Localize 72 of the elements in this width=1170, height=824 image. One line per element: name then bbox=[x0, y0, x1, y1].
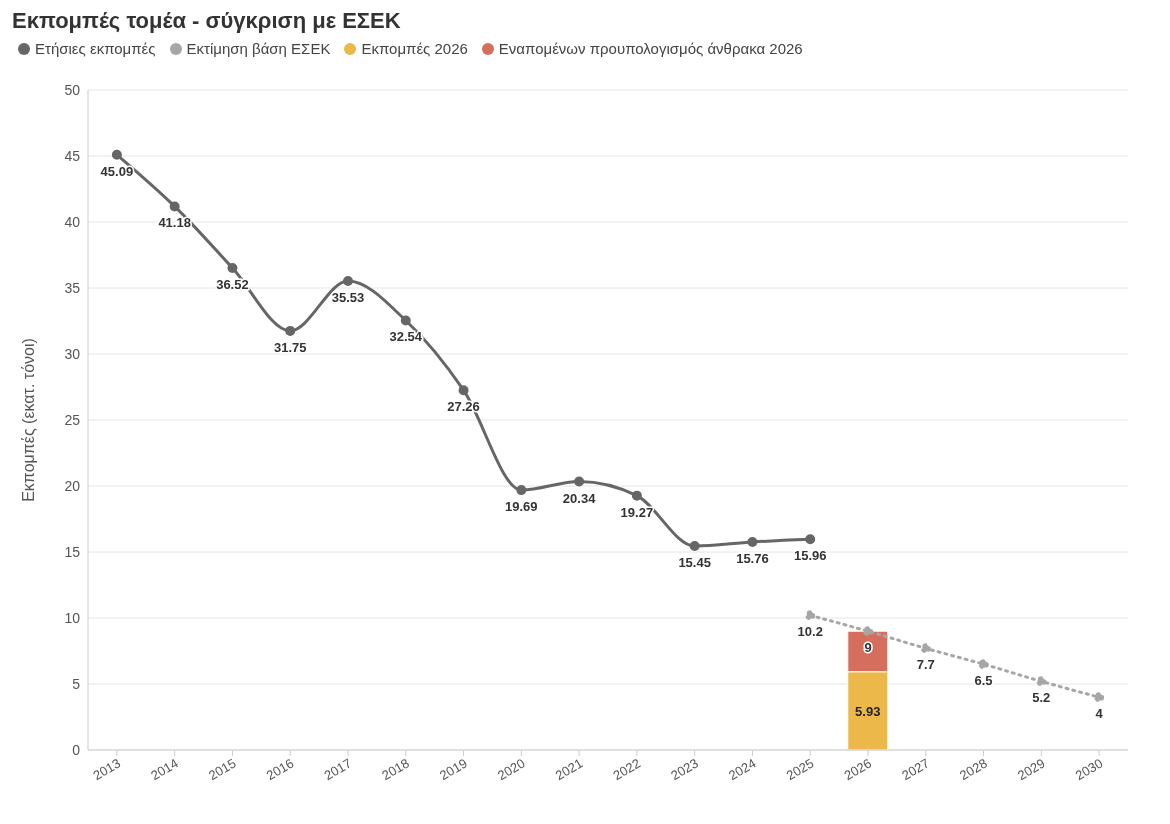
point bbox=[920, 643, 931, 654]
y-tick-label: 15 bbox=[64, 543, 81, 560]
point bbox=[863, 626, 873, 637]
x-tick-label: 2028 bbox=[957, 755, 990, 784]
data-label: 10.2 bbox=[797, 624, 823, 640]
y-tick-label: 25 bbox=[64, 411, 81, 428]
y-tick-label: 10 bbox=[64, 609, 81, 626]
data-label: 19.69 bbox=[505, 499, 538, 515]
point bbox=[805, 610, 816, 621]
point bbox=[169, 201, 180, 212]
data-label: 45.09 bbox=[100, 163, 134, 179]
point bbox=[516, 485, 527, 496]
chart-title: Εκπομπές τομέα - σύγκριση με ΕΣΕΚ bbox=[12, 8, 402, 34]
x-tick-label: 2019 bbox=[437, 755, 470, 784]
data-label: 35.53 bbox=[331, 290, 365, 305]
x-tick-label: 2020 bbox=[494, 755, 528, 784]
point bbox=[458, 385, 469, 396]
point bbox=[285, 325, 296, 336]
data-label: 31.75 bbox=[273, 339, 307, 355]
x-tick-label: 2030 bbox=[1072, 755, 1106, 784]
x-tick-label: 2027 bbox=[899, 755, 932, 784]
data-label: 15.45 bbox=[678, 555, 711, 571]
point bbox=[1094, 692, 1105, 703]
data-label: 32.54 bbox=[389, 329, 423, 345]
data-label: 20.34 bbox=[562, 490, 597, 506]
y-tick-label: 45 bbox=[64, 147, 81, 164]
point bbox=[227, 262, 238, 273]
x-tick-label: 2016 bbox=[263, 755, 297, 784]
legend-label: Εκπομπές 2026 bbox=[360, 40, 468, 57]
x-tick-label: 2025 bbox=[783, 755, 817, 784]
data-label: 15.96 bbox=[793, 548, 827, 564]
point bbox=[689, 541, 700, 552]
data-label: 6.5 bbox=[974, 673, 993, 689]
point bbox=[111, 149, 122, 160]
data-label: 7.7 bbox=[916, 657, 935, 673]
x-tick-label: 2023 bbox=[668, 755, 701, 784]
x-tick-label: 2029 bbox=[1014, 755, 1048, 784]
point bbox=[574, 476, 585, 487]
y-tick-label: 20 bbox=[64, 477, 81, 494]
x-tick-label: 2017 bbox=[321, 755, 355, 784]
data-label: 5.93 bbox=[855, 703, 881, 719]
point bbox=[747, 536, 758, 547]
y-tick-label: 35 bbox=[64, 279, 81, 296]
legend-label: Εκτίμηση βάση ΕΣΕΚ bbox=[185, 40, 331, 57]
data-label: 41.18 bbox=[158, 215, 191, 231]
y-tick-label: 50 bbox=[64, 81, 81, 98]
x-tick-label: 2024 bbox=[726, 755, 759, 784]
data-label: 4 bbox=[1095, 706, 1104, 722]
y-tick-label: 40 bbox=[64, 213, 81, 230]
point bbox=[631, 490, 642, 501]
x-tick-label: 2022 bbox=[610, 755, 643, 784]
y-axis-title: Εκπομπές (εκατ. τόνοι) bbox=[19, 338, 37, 502]
data-label: 19.27 bbox=[620, 504, 654, 520]
data-label: 5.2 bbox=[1032, 690, 1051, 706]
legend-label: Ετήσιες εκπομπές bbox=[34, 40, 156, 57]
x-tick-label: 2015 bbox=[206, 755, 239, 784]
y-tick-label: 30 bbox=[64, 345, 81, 362]
data-label: 15.76 bbox=[736, 550, 769, 566]
x-tick-label: 2018 bbox=[379, 755, 412, 784]
point bbox=[1036, 676, 1047, 687]
point bbox=[978, 659, 989, 670]
data-label: 9 bbox=[864, 640, 872, 656]
x-tick-label: 2026 bbox=[841, 755, 875, 784]
point bbox=[343, 276, 353, 286]
y-tick-label: 5 bbox=[72, 675, 81, 692]
legend-label: Εναπομένων προυπολογισμός άνθρακα 2026 bbox=[497, 40, 803, 57]
x-tick-label: 2021 bbox=[552, 755, 586, 784]
point bbox=[400, 315, 411, 326]
x-tick-label: 2014 bbox=[148, 755, 181, 784]
y-tick-label: 0 bbox=[72, 741, 81, 758]
point bbox=[805, 534, 816, 545]
x-tick-label: 2013 bbox=[90, 755, 123, 784]
